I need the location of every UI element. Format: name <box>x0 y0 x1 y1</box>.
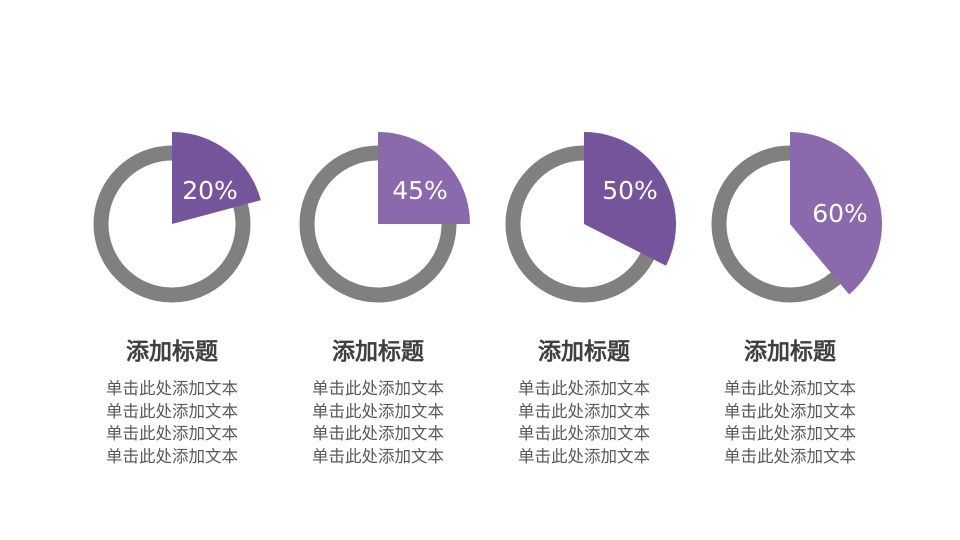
item-title: 添加标题 <box>126 339 218 365</box>
text-line: 单击此处添加文本 <box>518 401 650 421</box>
text-line: 单击此处添加文本 <box>518 446 650 466</box>
item-text: 单击此处添加文本 单击此处添加文本 单击此处添加文本 单击此处添加文本 <box>690 378 890 468</box>
pie-wedge <box>172 132 261 224</box>
text-line: 单击此处添加文本 <box>106 379 238 398</box>
text-line: 单击此处添加文本 <box>106 401 238 421</box>
text-line: 单击此处添加文本 <box>312 379 444 398</box>
item-text: 单击此处添加文本 单击此处添加文本 单击此处添加文本 单击此处添加文本 <box>72 378 272 468</box>
text-line: 单击此处添加文本 <box>518 379 650 398</box>
item-text: 单击此处添加文本 单击此处添加文本 单击此处添加文本 单击此处添加文本 <box>278 378 478 468</box>
pie-wedge <box>584 132 676 266</box>
item-title: 添加标题 <box>538 339 630 365</box>
item-title: 添加标题 <box>744 339 836 365</box>
data-label: 20% <box>182 176 238 205</box>
data-label: 50% <box>602 176 658 205</box>
item-text: 单击此处添加文本 单击此处添加文本 单击此处添加文本 单击此处添加文本 <box>484 378 684 468</box>
data-label: 45% <box>392 176 448 205</box>
data-label: 60% <box>812 199 868 228</box>
pie-wedge <box>378 132 470 224</box>
text-line: 单击此处添加文本 <box>724 424 856 444</box>
item-title: 添加标题 <box>332 339 424 365</box>
pie-wedge <box>790 132 882 295</box>
text-line: 单击此处添加文本 <box>312 401 444 421</box>
text-line: 单击此处添加文本 <box>106 446 238 466</box>
text-line: 单击此处添加文本 <box>724 446 856 466</box>
text-line: 单击此处添加文本 <box>724 401 856 421</box>
text-line: 单击此处添加文本 <box>106 424 238 444</box>
text-line: 单击此处添加文本 <box>518 424 650 444</box>
text-line: 单击此处添加文本 <box>312 446 444 466</box>
text-line: 单击此处添加文本 <box>312 424 444 444</box>
text-line: 单击此处添加文本 <box>724 379 856 398</box>
